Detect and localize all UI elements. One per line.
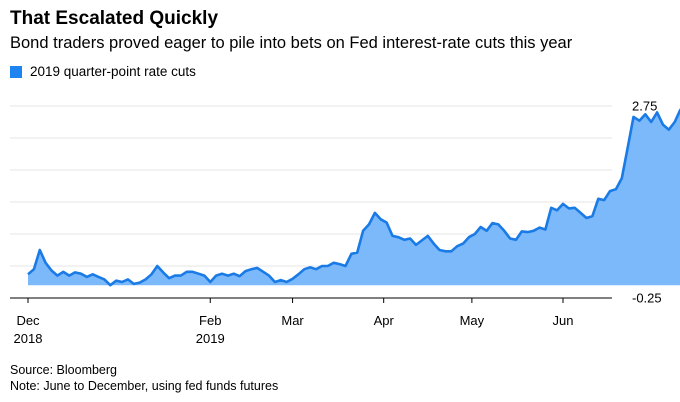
x-tick-label: Feb <box>199 313 221 328</box>
chart-subtitle: Bond traders proved eager to pile into b… <box>10 34 573 52</box>
x-tick-label: Jun <box>553 313 574 328</box>
y-tick-label: -0.25 <box>632 291 662 306</box>
x-tick-sublabel: 2018 <box>14 331 43 346</box>
x-tick-label: Mar <box>281 313 304 328</box>
x-tick-sublabel: 2019 <box>196 331 225 346</box>
series-line <box>27 108 680 287</box>
chart-title: That Escalated Quickly <box>10 8 219 29</box>
x-tick-label: Apr <box>374 313 395 328</box>
source-note: Source: Bloomberg <box>10 363 118 377</box>
series-area <box>28 110 680 286</box>
legend-label: 2019 quarter-point rate cuts <box>30 64 196 79</box>
legend: 2019 quarter-point rate cuts <box>10 64 196 79</box>
x-tick-label: Dec <box>16 313 40 328</box>
footer: Source: Bloomberg Note: June to December… <box>10 362 278 394</box>
methodology-note: Note: June to December, using fed funds … <box>10 379 279 393</box>
y-tick-label: 2.75 <box>632 99 657 114</box>
legend-swatch <box>10 65 22 78</box>
x-tick-label: May <box>460 313 485 328</box>
